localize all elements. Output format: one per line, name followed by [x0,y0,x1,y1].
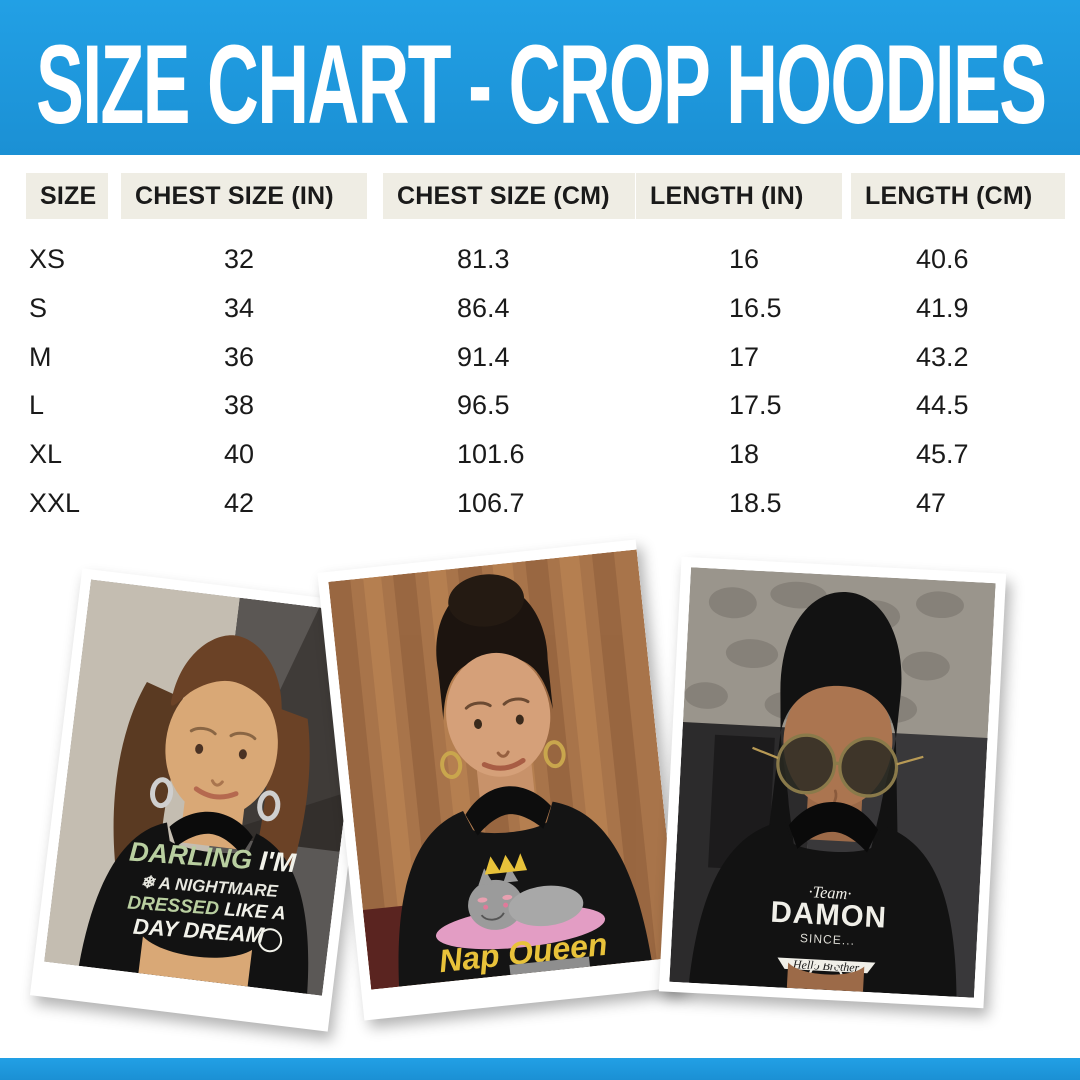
svg-text:SINCE...: SINCE... [800,931,856,948]
svg-text:DAMON: DAMON [770,895,888,934]
